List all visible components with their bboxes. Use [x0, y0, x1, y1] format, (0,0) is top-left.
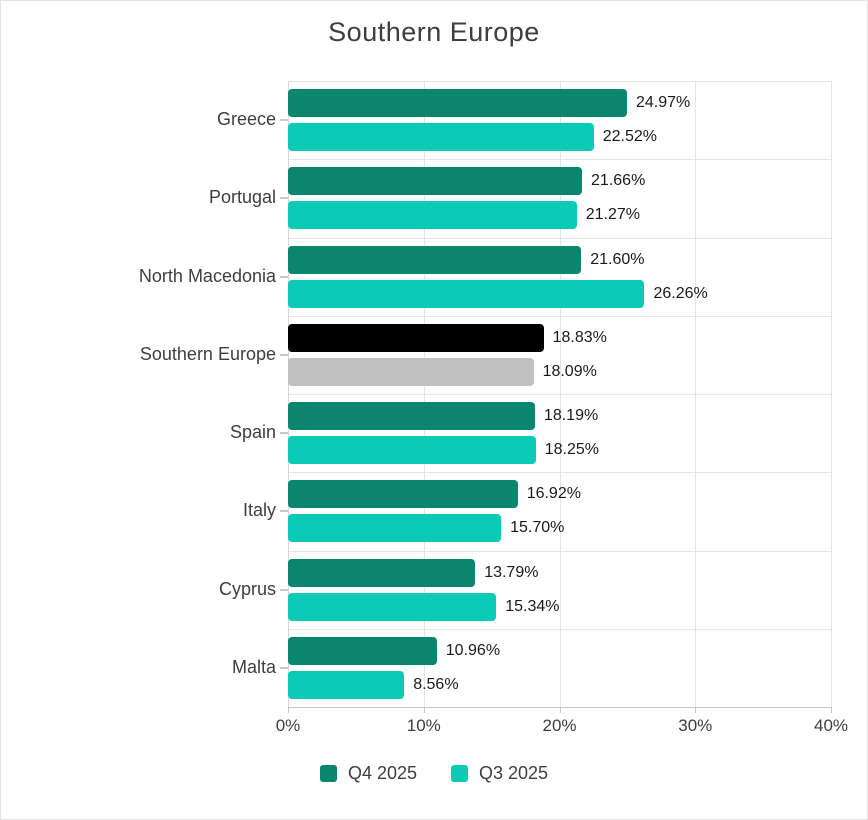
legend: Q4 2025 Q3 2025 [1, 763, 867, 784]
category-label: Malta [231, 656, 276, 677]
bar-segment[interactable] [288, 480, 518, 509]
bar-segment[interactable] [288, 514, 502, 543]
y-axis-tick [280, 666, 288, 669]
value-label: 18.83% [552, 328, 607, 346]
value-label: 21.66% [591, 172, 646, 190]
value-label: 13.79% [484, 563, 539, 581]
gridline-vertical [831, 81, 832, 707]
y-axis-line [288, 81, 289, 707]
x-tick-label: 20% [542, 716, 577, 735]
category-label: Italy [242, 500, 276, 521]
value-label: 22.52% [602, 128, 657, 145]
gridline-vertical [695, 81, 697, 707]
value-label: 26.26% [653, 284, 708, 302]
value-label: 18.09% [542, 362, 597, 380]
y-axis-tick [280, 510, 288, 513]
gridline-vertical [423, 81, 425, 707]
category-label: Portugal [208, 187, 276, 208]
value-label: 21.60% [590, 250, 645, 268]
y-axis-tick [280, 197, 288, 200]
category-label: Cyprus [218, 578, 276, 599]
category-label: North Macedonia [138, 265, 276, 286]
y-axis-tick [280, 119, 288, 122]
x-axis-tick [695, 707, 697, 713]
legend-swatch [319, 765, 337, 782]
bar-segment[interactable] [288, 89, 627, 117]
value-label: 15.70% [510, 519, 565, 537]
legend-item[interactable]: Q3 2025 [451, 763, 548, 784]
bar-segment[interactable] [288, 245, 582, 274]
bar-segment[interactable] [288, 323, 544, 352]
y-axis-tick [280, 588, 288, 591]
bar-segment[interactable] [288, 670, 405, 699]
legend-swatch [451, 765, 468, 782]
y-axis-tick [280, 353, 288, 356]
x-axis-tick [288, 707, 289, 713]
value-label: 16.92% [526, 485, 581, 503]
category-label: Greece [216, 109, 276, 130]
bar-segment[interactable] [288, 436, 536, 464]
chart-title: Southern Europe [328, 17, 540, 47]
x-axis-tick [559, 707, 561, 713]
bar-segment[interactable] [288, 357, 534, 386]
category-label: Spain [229, 422, 276, 443]
bar-segment[interactable] [288, 592, 497, 621]
legend-label: Q4 2025 [347, 763, 417, 783]
x-tick-label: 0% [275, 716, 301, 735]
x-tick-label: 30% [678, 716, 713, 735]
value-label: 18.19% [543, 407, 599, 424]
bar-segment[interactable] [288, 167, 583, 196]
value-label: 24.97% [635, 94, 691, 111]
y-axis-tick [280, 275, 288, 278]
value-label: 8.56% [413, 675, 459, 693]
value-label: 21.27% [585, 206, 640, 224]
y-axis-tick [280, 432, 288, 435]
x-tick-label: 40% [813, 716, 849, 735]
legend-item[interactable]: Q4 2025 [319, 763, 417, 784]
gridline-vertical [559, 81, 561, 707]
bar-segment[interactable] [288, 201, 577, 230]
x-axis-tick [423, 707, 425, 713]
x-axis-tick [831, 707, 832, 713]
x-tick-label: 10% [406, 716, 441, 735]
bar-segment[interactable] [288, 402, 535, 430]
category-label: Southern Europe [139, 343, 276, 364]
legend-label: Q3 2025 [479, 763, 549, 783]
value-label: 15.34% [505, 597, 560, 615]
value-label: 10.96% [445, 641, 501, 659]
value-label: 18.25% [544, 441, 599, 458]
bar-segment[interactable] [288, 636, 437, 665]
bar-segment[interactable] [288, 558, 476, 587]
bar-segment[interactable] [288, 279, 645, 308]
bar-segment[interactable] [288, 123, 594, 151]
